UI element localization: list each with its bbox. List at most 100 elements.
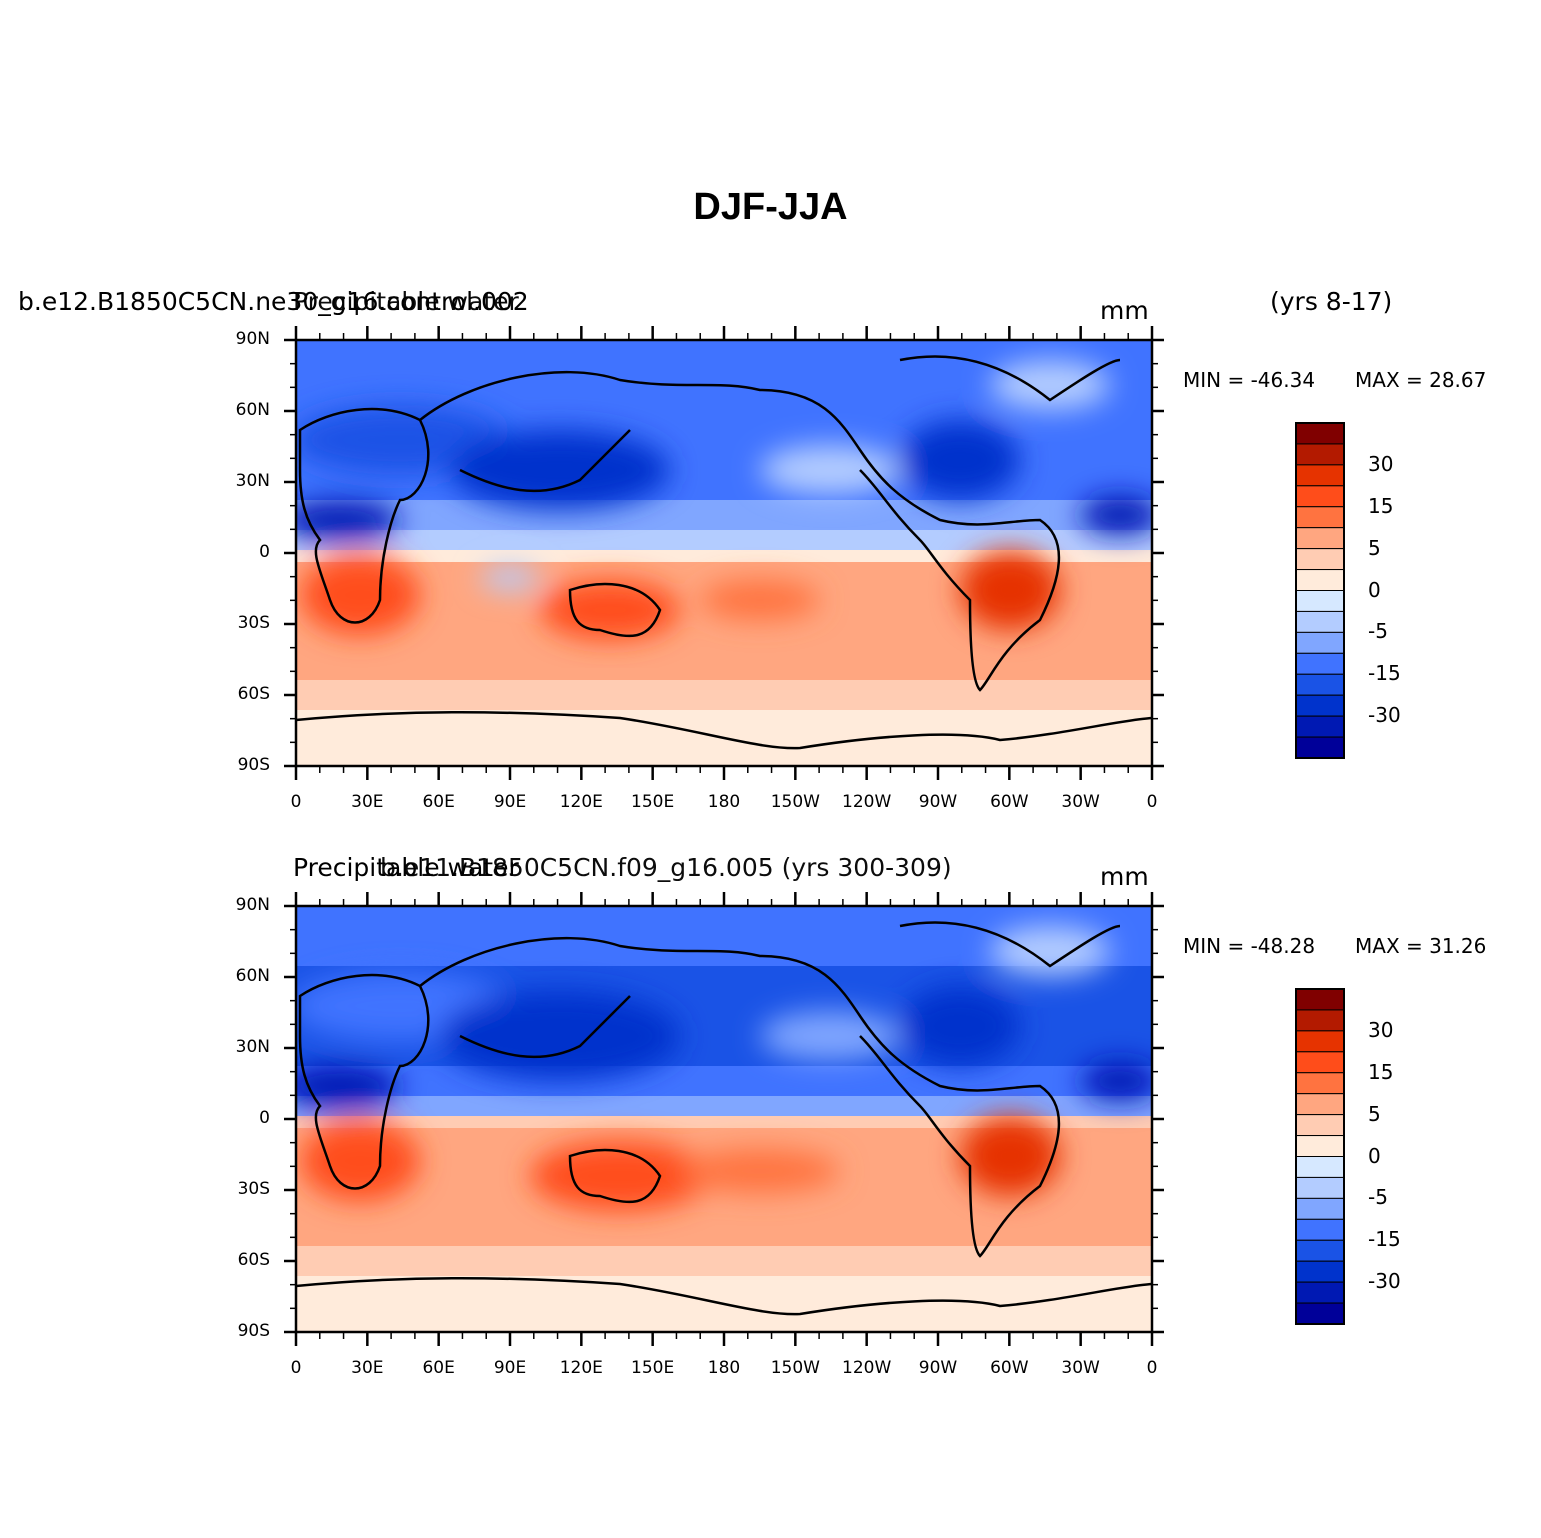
panel2-coastlines [296, 921, 1152, 1316]
lon-tick-label: 90E [493, 1358, 527, 1378]
field-npacific [760, 445, 900, 495]
colorbar-label: -15 [1368, 1227, 1401, 1252]
colorbar-box [1295, 485, 1345, 508]
field-band-sh-mid [296, 680, 1152, 710]
colorbar-box [1295, 1114, 1345, 1137]
field-asia [450, 430, 670, 510]
panel2-min: MIN = -48.28 [1183, 934, 1316, 958]
panel2-variable-title: Precipitable water [293, 853, 519, 882]
field2-band-eq-north [296, 1096, 1152, 1116]
colorbar-frame [1295, 988, 1345, 1325]
field2-australia [530, 1141, 710, 1211]
coast-australia [568, 582, 662, 638]
colorbar-label: 15 [1368, 1059, 1394, 1084]
panel1-contour-field [296, 340, 1152, 766]
lat-tick-label: 60N [235, 400, 270, 420]
lon-tick-label: 120W [842, 792, 892, 812]
colorbar-box [1295, 1239, 1345, 1262]
colorbar-label: 15 [1368, 493, 1394, 518]
colorbar-box [1295, 506, 1345, 529]
lat-tick-label: 90S [237, 755, 270, 775]
colorbar-label: -30 [1368, 703, 1401, 728]
colorbar-box [1295, 652, 1345, 675]
coast-africa [298, 407, 430, 624]
colorbar-box [1295, 1156, 1345, 1178]
field2-band-eq [296, 1116, 1152, 1128]
colorbar-label: -5 [1368, 1185, 1388, 1210]
field-indian [480, 566, 540, 590]
colorbar-box [1295, 1093, 1345, 1116]
panel2-units: mm [1100, 862, 1149, 891]
lat-tick-label: 90N [235, 329, 270, 349]
field2-namerica [900, 986, 1020, 1066]
panel2-map [294, 904, 1154, 1334]
lon-tick-label: 30E [351, 1358, 384, 1378]
field2-africa-n [296, 1064, 400, 1108]
panel1-map [294, 338, 1154, 768]
lon-tick-label: 90E [493, 792, 527, 812]
lat-tick-label: 30N [235, 471, 270, 491]
colorbar-box [1295, 988, 1345, 1011]
lon-tick-label: 30W [1061, 792, 1100, 812]
lon-tick-label: 0 [290, 1358, 302, 1378]
colorbar-box [1295, 422, 1345, 445]
lon-tick-label: 60E [422, 792, 455, 812]
lat-tick-label: 90N [235, 895, 270, 915]
panel1-max: MAX = 28.67 [1355, 368, 1487, 392]
coast-antarctica [296, 710, 1152, 750]
panel1-case-title: b.e12.B1850C5CN.ne30_g16.control.002 [18, 287, 529, 316]
lon-tick-label: 0 [1146, 1358, 1158, 1378]
panel2-max: MAX = 31.26 [1355, 934, 1487, 958]
colorbar-box [1295, 610, 1345, 633]
lat-tick-label: 30S [237, 613, 270, 633]
coast-arctic [899, 355, 1121, 402]
lon-tick-label: 60W [990, 1358, 1029, 1378]
field-band-eq [296, 550, 1152, 562]
lon-tick-label: 60W [990, 792, 1029, 812]
colorbar-label: 30 [1368, 1017, 1394, 1042]
lon-tick-label: 120W [842, 1358, 892, 1378]
colorbar-box [1295, 1281, 1345, 1304]
lon-tick-label: 0 [1146, 792, 1158, 812]
field2-band-nh-sub [296, 1066, 1152, 1096]
colorbar-label: 5 [1368, 535, 1381, 560]
field-spacific [700, 580, 820, 620]
colorbar-box [1295, 673, 1345, 696]
colorbar-label: -5 [1368, 619, 1388, 644]
colorbar-box [1295, 590, 1345, 612]
panel2-contour-field [296, 906, 1152, 1332]
panel1-coastlines [296, 355, 1152, 750]
field-atlantic [1080, 495, 1152, 535]
lon-tick-label: 0 [290, 792, 302, 812]
field2-atlantic [1080, 1061, 1152, 1101]
colorbar-box [1295, 1135, 1345, 1157]
field2-spacific [680, 1149, 840, 1193]
colorbar-box [1295, 527, 1345, 550]
colorbar-box [1295, 631, 1345, 654]
colorbar-box [1295, 1009, 1345, 1032]
lat-tick-label: 60N [235, 966, 270, 986]
field2-africa-s [300, 1121, 420, 1201]
colorbar-label: 30 [1368, 451, 1394, 476]
lon-tick-label: 30E [351, 792, 384, 812]
panel1-variable-title: Precipitable water [293, 287, 519, 316]
field2-samerica [960, 1116, 1060, 1196]
field-africa-s [300, 555, 420, 635]
lon-tick-label: 150W [770, 1358, 820, 1378]
panel1-field-shapes [296, 340, 1152, 766]
colorbars [1295, 422, 1345, 1325]
colorbar-label: 5 [1368, 1101, 1381, 1126]
lon-tick-label: 150E [631, 792, 675, 812]
field-namerica [900, 420, 1020, 500]
field-band-eq-north [296, 530, 1152, 550]
panel1-years: (yrs 8-17) [1270, 287, 1393, 316]
colorbar-label: 0 [1368, 1143, 1381, 1168]
field-greenland [990, 360, 1110, 410]
colorbar-label: 0 [1368, 577, 1381, 602]
lon-tick-label: 30W [1061, 1358, 1100, 1378]
lat-tick-label: 30S [237, 1179, 270, 1199]
colorbar-label: -15 [1368, 661, 1401, 686]
colorbar-box [1295, 464, 1345, 487]
colorbar-label: -30 [1368, 1269, 1401, 1294]
panel1-units: mm [1100, 296, 1149, 325]
